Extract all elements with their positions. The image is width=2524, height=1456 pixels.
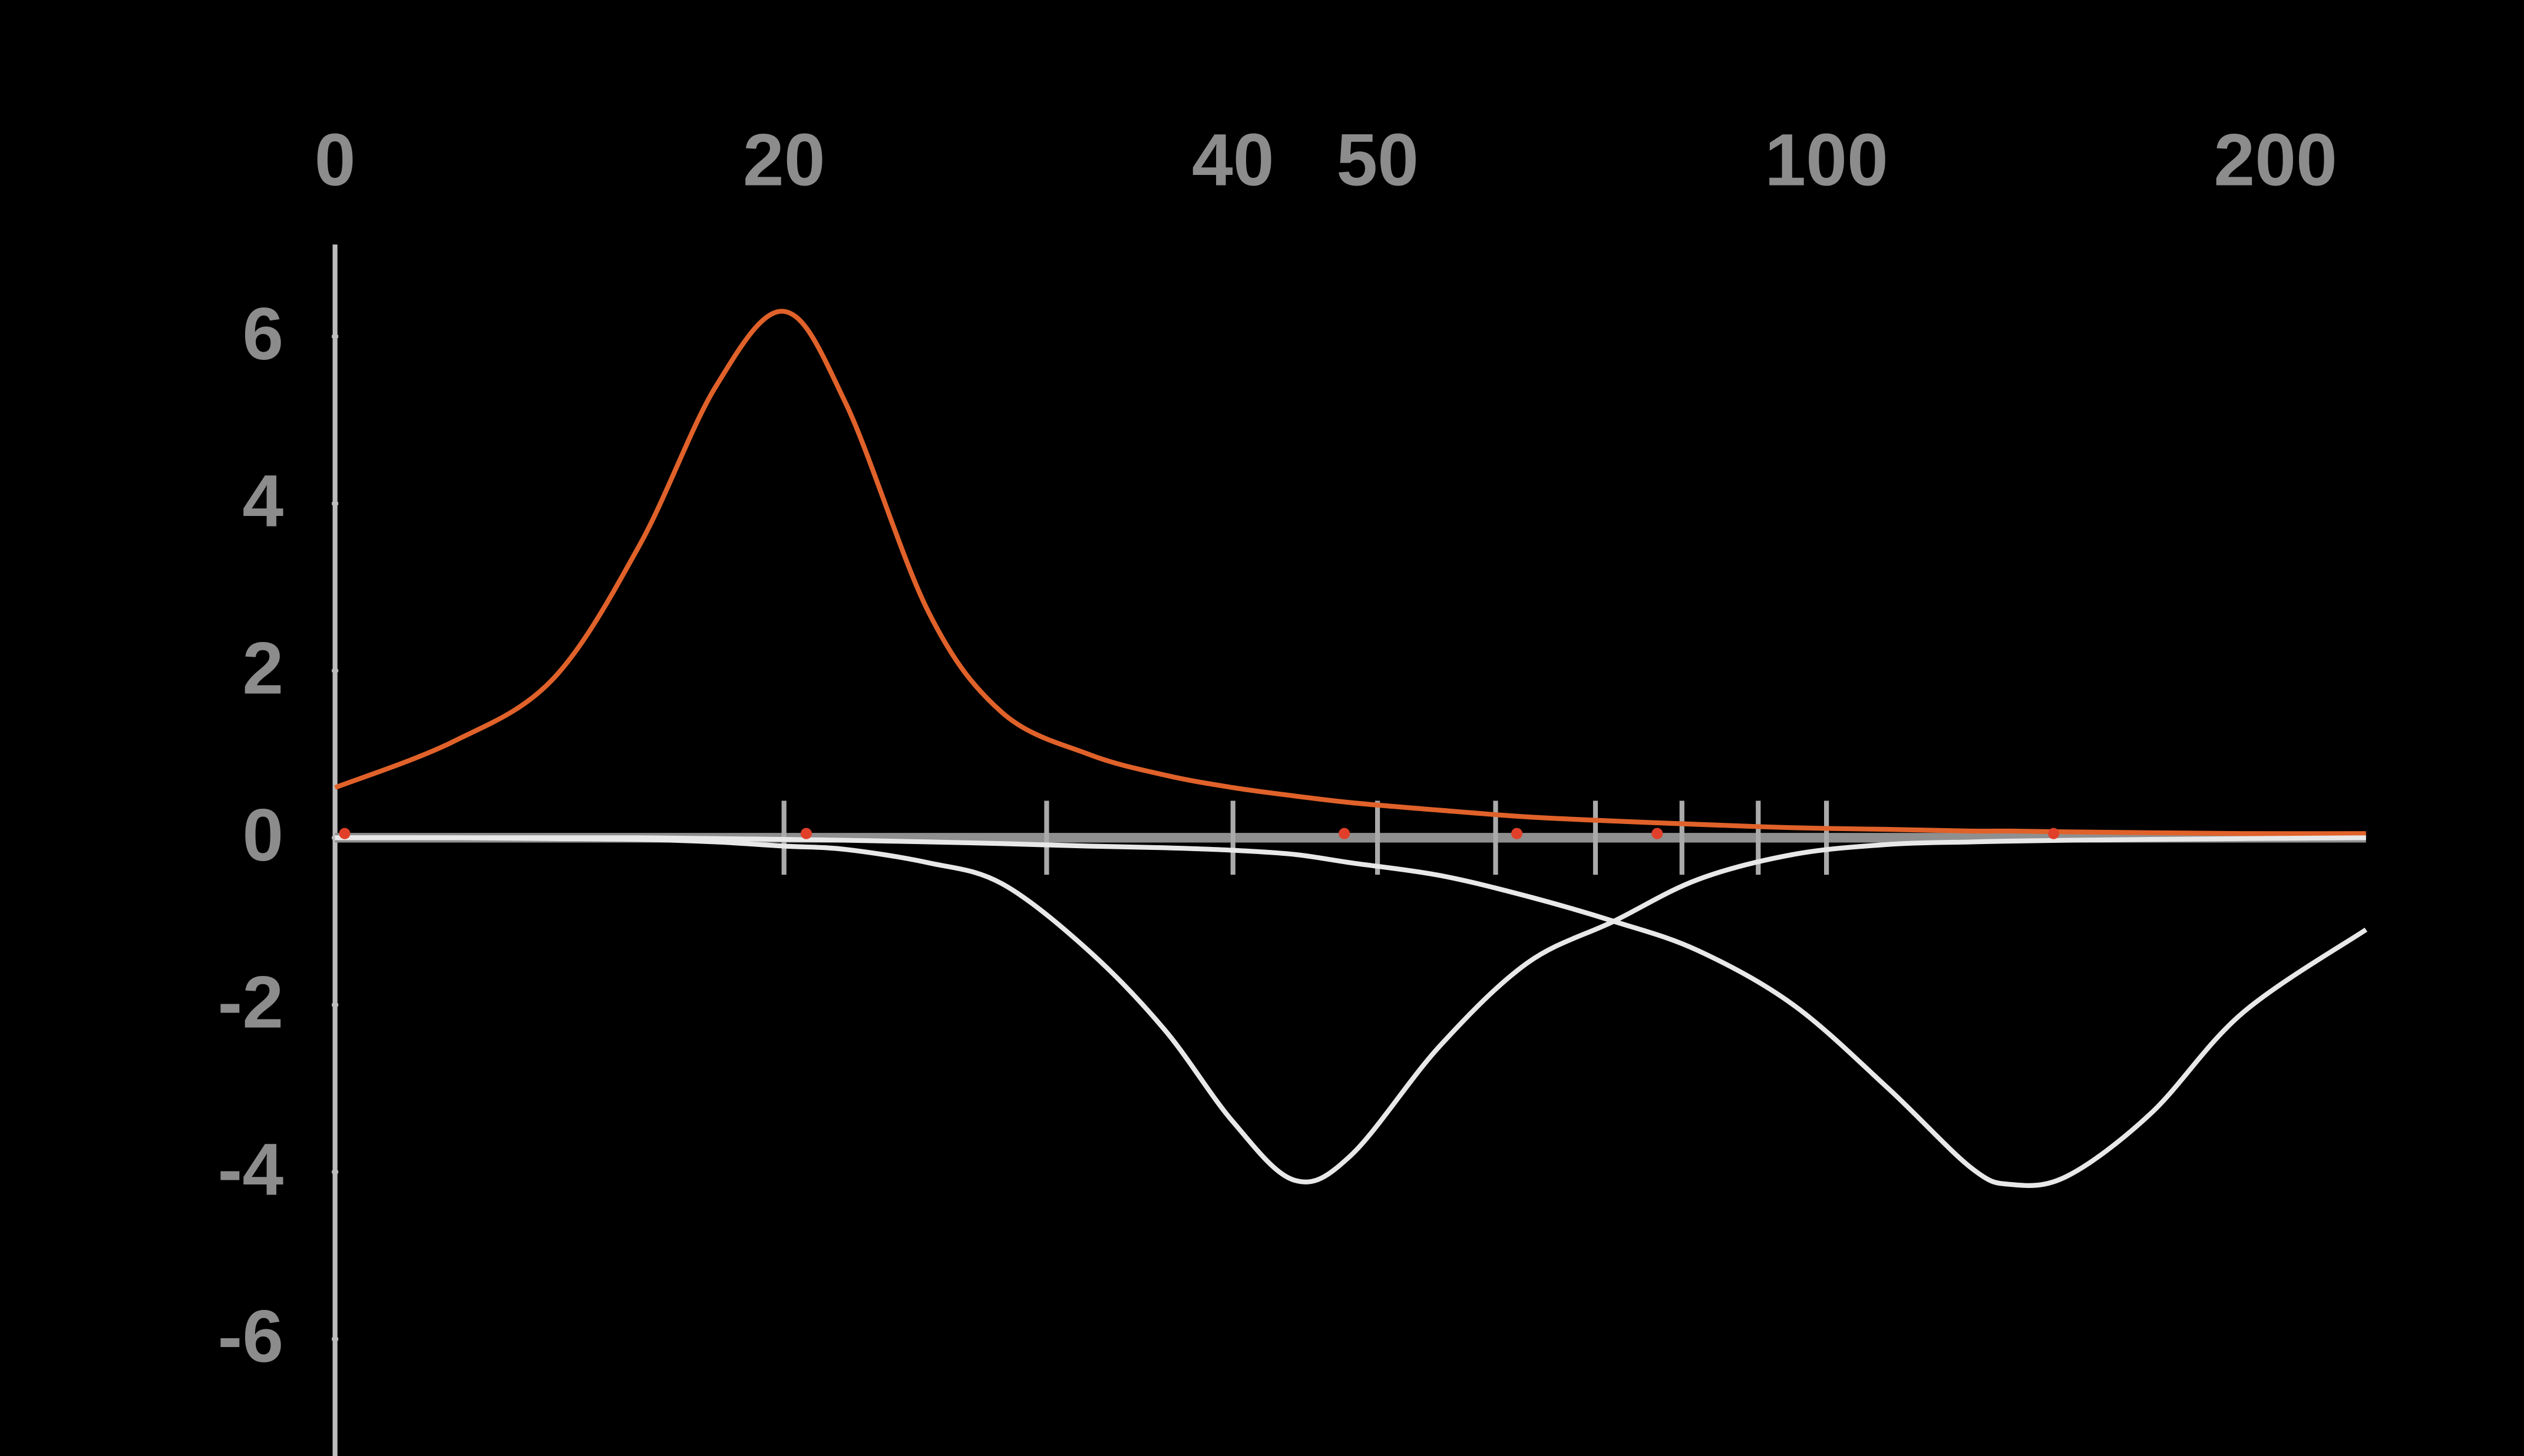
line-series [335,835,2366,1184]
y-tick-label: -4 [218,1127,284,1210]
x-tick-label: 100 [1765,118,1888,201]
point [800,828,812,839]
x-tick-label: 50 [1336,118,1419,201]
y-tick-label: -6 [218,1295,284,1378]
point [1511,828,1523,839]
point [2048,828,2060,839]
x-tick-label: 200 [2214,118,2337,201]
y-tick-label: 0 [242,793,283,876]
x-tick-label: 0 [315,118,356,201]
point [339,828,351,839]
line-series [334,309,2366,836]
y-tick-label: 6 [242,292,283,375]
y-tick-label: 2 [242,626,283,709]
point [1339,828,1350,839]
point [1651,828,1663,839]
y-tick-label: 4 [242,459,283,542]
x-tick-label: 20 [743,118,825,201]
line-series [335,835,2368,1188]
y-tick-label: -2 [218,961,284,1044]
x-tick-label: 40 [1192,118,1274,201]
